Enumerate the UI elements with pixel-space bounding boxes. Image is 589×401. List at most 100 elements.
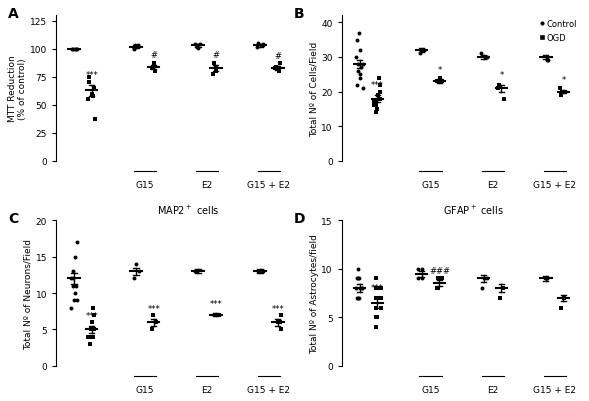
Point: [276, 326, 285, 333]
Point: [355, 48, 365, 54]
Point: [134, 268, 144, 275]
Point: [352, 275, 362, 282]
Point: [542, 55, 552, 61]
Point: [376, 295, 385, 302]
Point: [371, 305, 380, 311]
Point: [270, 65, 280, 72]
Point: [273, 319, 283, 326]
Point: [88, 91, 97, 98]
Point: [148, 312, 158, 318]
Point: [275, 61, 284, 67]
Point: [499, 285, 508, 292]
Point: [192, 268, 201, 275]
Text: G15: G15: [135, 385, 154, 394]
Text: E2: E2: [487, 180, 498, 189]
Point: [419, 48, 429, 54]
Point: [352, 55, 361, 61]
Point: [353, 61, 363, 68]
Point: [374, 295, 383, 302]
Point: [556, 305, 565, 311]
Point: [89, 326, 98, 333]
Point: [151, 319, 160, 326]
Point: [88, 334, 97, 340]
Point: [376, 285, 385, 292]
Point: [69, 298, 78, 304]
Point: [415, 51, 425, 57]
Text: G15: G15: [421, 180, 440, 189]
Point: [542, 275, 552, 282]
Text: ***: ***: [85, 71, 98, 80]
Point: [253, 268, 263, 275]
Point: [72, 298, 81, 304]
Point: [355, 75, 365, 82]
Point: [131, 261, 141, 267]
Point: [352, 295, 362, 302]
Text: C: C: [8, 212, 19, 226]
Point: [435, 75, 445, 82]
Point: [540, 275, 550, 282]
Point: [358, 61, 368, 68]
Point: [559, 295, 568, 302]
Point: [370, 99, 380, 106]
Text: G15 + E2: G15 + E2: [533, 385, 576, 394]
Point: [256, 43, 266, 50]
Text: #: #: [150, 51, 157, 60]
Point: [493, 86, 502, 92]
Point: [252, 44, 262, 51]
Text: E2: E2: [201, 385, 213, 394]
Point: [358, 86, 368, 92]
Point: [72, 47, 82, 53]
Text: G15 + E2: G15 + E2: [533, 180, 576, 189]
Point: [70, 47, 80, 53]
Point: [375, 89, 385, 95]
Point: [357, 285, 366, 292]
Text: G15: G15: [135, 180, 154, 189]
Point: [353, 295, 362, 302]
Point: [85, 341, 95, 347]
Point: [70, 290, 80, 296]
Point: [371, 110, 380, 116]
Text: GFAP$^+$ cells: GFAP$^+$ cells: [443, 203, 504, 216]
Point: [209, 61, 219, 67]
Point: [373, 285, 382, 292]
Point: [85, 75, 94, 81]
Point: [499, 96, 508, 103]
Text: E2: E2: [487, 385, 498, 394]
Point: [129, 47, 138, 53]
Point: [414, 275, 423, 282]
Point: [87, 319, 97, 326]
Point: [192, 44, 201, 51]
Y-axis label: MTT Reduction
(% of control): MTT Reduction (% of control): [8, 56, 27, 122]
Text: G15 + E2: G15 + E2: [247, 385, 290, 394]
Point: [130, 43, 140, 50]
Point: [130, 275, 139, 282]
Point: [193, 43, 202, 50]
Point: [542, 275, 551, 282]
Point: [84, 334, 93, 340]
Y-axis label: Total Nº of Neurons/Field: Total Nº of Neurons/Field: [24, 238, 33, 349]
Point: [413, 266, 423, 272]
Point: [212, 312, 221, 318]
Point: [88, 305, 98, 311]
Text: B: B: [294, 8, 305, 21]
Point: [87, 326, 96, 333]
Point: [129, 45, 138, 52]
Point: [433, 275, 442, 282]
Point: [376, 305, 385, 311]
Point: [89, 312, 98, 318]
Text: D: D: [294, 212, 306, 226]
Point: [556, 86, 565, 92]
Point: [190, 268, 200, 275]
Text: G15: G15: [421, 385, 440, 394]
Point: [84, 97, 93, 103]
Point: [352, 37, 362, 44]
Text: ***: ***: [371, 81, 384, 90]
Point: [479, 275, 488, 282]
Point: [373, 93, 383, 99]
Point: [372, 295, 381, 302]
Point: [353, 275, 362, 282]
Point: [369, 103, 379, 109]
Point: [556, 93, 565, 99]
Point: [353, 82, 362, 89]
Point: [148, 65, 158, 71]
